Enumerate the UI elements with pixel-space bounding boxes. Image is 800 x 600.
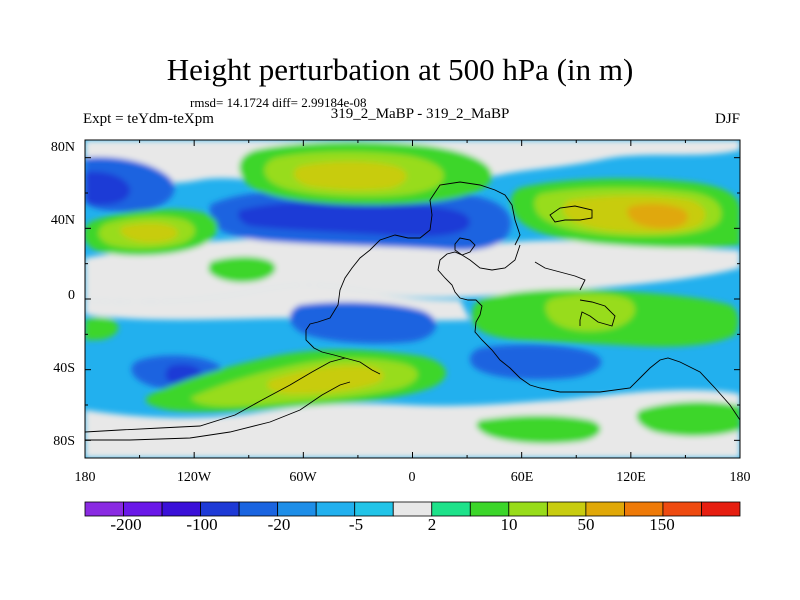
experiment-label: Expt = teYdm-teXpm: [83, 111, 214, 127]
colorbar-label-10: 10: [500, 515, 518, 534]
ytick-label-80n: 80N: [50, 140, 75, 155]
colorbar-box-5: [277, 501, 317, 517]
high-pacific-small: [208, 256, 276, 283]
colorbar-box-15: [662, 501, 702, 517]
high-africa-inner: [545, 293, 636, 332]
high-south-atlantic: [636, 401, 740, 437]
colorbar-label-150: 150: [649, 515, 675, 534]
low-arctic-core: [85, 171, 131, 206]
high-asia-core: [627, 203, 688, 229]
rmsd-diff-stats: rmsd= 14.1724 diff= 2.99184e-08: [190, 95, 367, 110]
coastline-tip-south-2: [85, 381, 351, 441]
colorbar-label-n200: -200: [110, 515, 142, 534]
colorbar-label-50: 50: [577, 515, 595, 534]
coastline-americas: [437, 244, 740, 421]
high-west-pacific-core: [119, 223, 178, 243]
colorbar-label-n100: -100: [186, 515, 218, 534]
colorbar-box-1: [123, 501, 163, 517]
coastline-patch-b: [534, 261, 586, 291]
colorbar-label-n20: -20: [267, 515, 291, 534]
xtick-label-180e: 180: [729, 470, 751, 485]
high-southern-band-core: [267, 365, 384, 394]
low-south-indian: [469, 344, 602, 380]
ytick-label-40n: 40N: [50, 213, 75, 228]
colorbar-box-4: [238, 501, 279, 517]
colorbar-box-13: [585, 501, 625, 517]
colorbar-box-6: [315, 501, 356, 517]
colorbar-box-16: [701, 501, 741, 517]
zero-band-midlat-n: [85, 236, 740, 302]
axis-ticks: [84, 140, 741, 458]
colorbar-box-11: [508, 501, 548, 517]
ytick-label-0: 0: [68, 288, 75, 303]
colorbar-box-3: [200, 501, 240, 517]
colorbar-box-2: [161, 501, 201, 517]
season-label: DJF: [714, 111, 740, 127]
contour-field: [85, 140, 740, 458]
low-eurasia-core: [238, 201, 470, 237]
coastline-patch-a: [454, 237, 476, 256]
colorbar-box-8: [392, 501, 433, 517]
colorbar-box-9: [431, 501, 471, 517]
colorbar-box-0: [84, 501, 124, 517]
coastline-eurasia-west: [305, 199, 433, 375]
high-southeast: [476, 415, 601, 444]
colorbar-box-10: [469, 501, 510, 517]
case-subtitle: 319_2_MaBP - 319_2_MaBP: [330, 106, 510, 122]
ytick-label-40s: 40S: [53, 361, 75, 376]
xtick-label-60e: 60E: [510, 470, 534, 485]
colorbar-box-12: [546, 501, 587, 517]
coastline-island-africa: [579, 299, 616, 327]
xtick-label-0: 0: [408, 470, 416, 485]
coastlines: [85, 181, 740, 441]
high-east-pacific: [85, 317, 119, 340]
colorbar: [84, 501, 741, 517]
xtick-label-120e: 120E: [616, 470, 646, 485]
high-arctic-center-core: [293, 161, 407, 191]
low-tropics: [289, 302, 437, 344]
colorbar-label-n5: -5: [348, 515, 364, 534]
colorbar-box-7: [354, 501, 394, 517]
xtick-label-120w: 120W: [176, 470, 212, 485]
colorbar-box-14: [624, 501, 664, 517]
xtick-label-180w: 180: [74, 470, 96, 485]
colorbar-label-2: 2: [427, 515, 437, 534]
xtick-label-60w: 60W: [289, 470, 317, 485]
coastline-island-india: [549, 205, 593, 223]
coastline-tip-south: [85, 357, 346, 433]
coastline-eurasia-north: [429, 181, 521, 246]
plot-title: Height perturbation at 500 hPa (in m): [166, 52, 634, 87]
ytick-label-80s: 80S: [53, 434, 75, 449]
